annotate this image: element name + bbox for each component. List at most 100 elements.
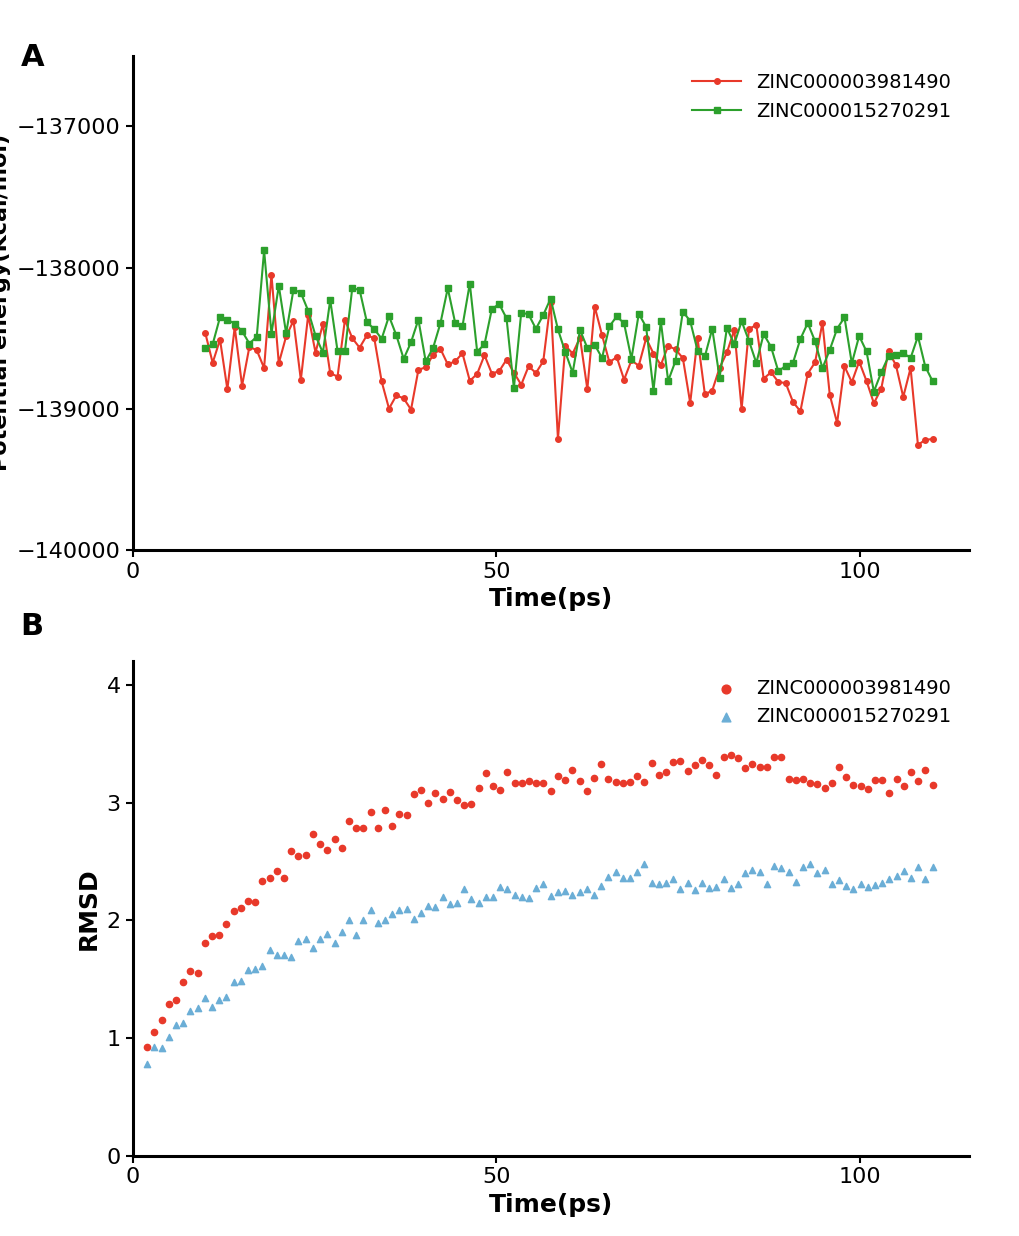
ZINC000003981490: [333, 838, 350, 858]
ZINC000015270291: [564, 885, 580, 905]
ZINC000015270291: [391, 900, 408, 920]
ZINC000003981490: [499, 763, 516, 782]
ZINC000015270291: [146, 1037, 162, 1057]
ZINC000003981490: [765, 747, 782, 766]
ZINC000003981490: [247, 892, 263, 912]
ZINC000015270291: [714, 869, 731, 889]
ZINC000003981490: [897, 389, 909, 404]
ZINC000015270291: [751, 861, 767, 881]
ZINC000003981490: [491, 781, 507, 801]
ZINC000003981490: [340, 811, 357, 831]
ZINC000003981490: [822, 774, 839, 794]
ZINC000015270291: [578, 880, 594, 900]
Line: ZINC000015270291: ZINC000015270291: [203, 247, 934, 394]
ZINC000003981490: [168, 990, 184, 1010]
ZINC000015270291: [592, 876, 608, 896]
ZINC000015270291: [838, 876, 854, 896]
ZINC000003981490: [398, 806, 415, 826]
ZINC000003981490: [707, 765, 723, 785]
ZINC000015270291: [925, 373, 937, 388]
ZINC000015270291: [643, 874, 659, 894]
ZINC000003981490: [413, 780, 429, 800]
ZINC000003981490: [153, 1010, 169, 1030]
ZINC000003981490: [434, 789, 450, 808]
ZINC000003981490: [355, 818, 371, 838]
ZINC000015270291: [362, 900, 378, 920]
ZINC000003981490: [895, 776, 911, 796]
ZINC000015270291: [448, 894, 465, 913]
ZINC000003981490: [911, 438, 923, 452]
ZINC000015270291: [441, 895, 458, 915]
ZINC000015270291: [902, 868, 918, 887]
ZINC000003981490: [722, 745, 739, 765]
ZINC000003981490: [564, 760, 580, 780]
ZINC000003981490: [376, 800, 392, 819]
ZINC000003981490: [146, 1022, 162, 1042]
ZINC000003981490: [448, 790, 465, 810]
ZINC000015270291: [199, 340, 211, 355]
ZINC000003981490: [838, 766, 854, 786]
ZINC000015270291: [867, 384, 879, 399]
ZINC000015270291: [888, 866, 904, 886]
ZINC000003981490: [312, 834, 328, 854]
ZINC000003981490: [730, 748, 746, 768]
ZINC000015270291: [873, 873, 890, 892]
ZINC000003981490: [383, 816, 399, 836]
ZINC000015270291: [571, 883, 587, 902]
ZINC000003981490: [298, 845, 314, 865]
ZINC000015270291: [254, 955, 270, 975]
ZINC000015270291: [852, 875, 868, 895]
ZINC000003981490: [815, 777, 832, 797]
ZINC000003981490: [225, 901, 242, 921]
Text: B: B: [20, 612, 44, 640]
ZINC000015270291: [772, 858, 789, 878]
ZINC000015270291: [599, 866, 615, 886]
ZINC000015270291: [528, 879, 544, 899]
ZINC000015270291: [650, 874, 666, 894]
ZINC000015270291: [693, 873, 709, 892]
X-axis label: Time(ps): Time(ps): [488, 587, 612, 612]
Legend: ZINC000003981490, ZINC000015270291: ZINC000003981490, ZINC000015270291: [684, 66, 958, 129]
ZINC000003981490: [345, 331, 358, 346]
ZINC000015270291: [780, 863, 796, 883]
ZINC000015270291: [916, 869, 932, 889]
ZINC000003981490: [326, 828, 342, 848]
ZINC000015270291: [484, 887, 500, 907]
ZINC000003981490: [744, 754, 760, 774]
ZINC000015270291: [700, 878, 716, 897]
ZINC000003981490: [290, 847, 307, 866]
ZINC000003981490: [650, 765, 666, 785]
ZINC000003981490: [218, 913, 234, 933]
ZINC000015270291: [808, 863, 824, 883]
ZINC000003981490: [880, 782, 897, 802]
Y-axis label: RMSD: RMSD: [76, 868, 101, 949]
ZINC000015270291: [211, 990, 227, 1010]
ZINC000015270291: [326, 933, 342, 953]
ZINC000015270291: [298, 929, 314, 949]
ZINC000015270291: [369, 912, 385, 932]
ZINC000003981490: [470, 777, 486, 797]
ZINC000003981490: [657, 763, 674, 782]
ZINC000015270291: [258, 243, 270, 258]
ZINC000015270291: [398, 900, 415, 920]
ZINC000015270291: [160, 1027, 176, 1047]
ZINC000015270291: [477, 886, 493, 906]
ZINC000003981490: [160, 994, 176, 1014]
ZINC000015270291: [268, 946, 284, 965]
ZINC000003981490: [845, 775, 861, 795]
ZINC000015270291: [765, 857, 782, 876]
ZINC000003981490: [925, 431, 937, 446]
ZINC000015270291: [375, 331, 387, 346]
ZINC000003981490: [305, 823, 321, 843]
ZINC000003981490: [751, 758, 767, 777]
ZINC000015270291: [340, 910, 357, 929]
ZINC000015270291: [845, 879, 861, 899]
ZINC000015270291: [463, 890, 479, 910]
ZINC000003981490: [758, 756, 774, 776]
ZINC000015270291: [909, 857, 925, 876]
ZINC000003981490: [521, 771, 537, 791]
ZINC000015270291: [895, 861, 911, 881]
ZINC000003981490: [232, 899, 249, 918]
ZINC000015270291: [455, 879, 472, 899]
ZINC000015270291: [923, 858, 940, 878]
